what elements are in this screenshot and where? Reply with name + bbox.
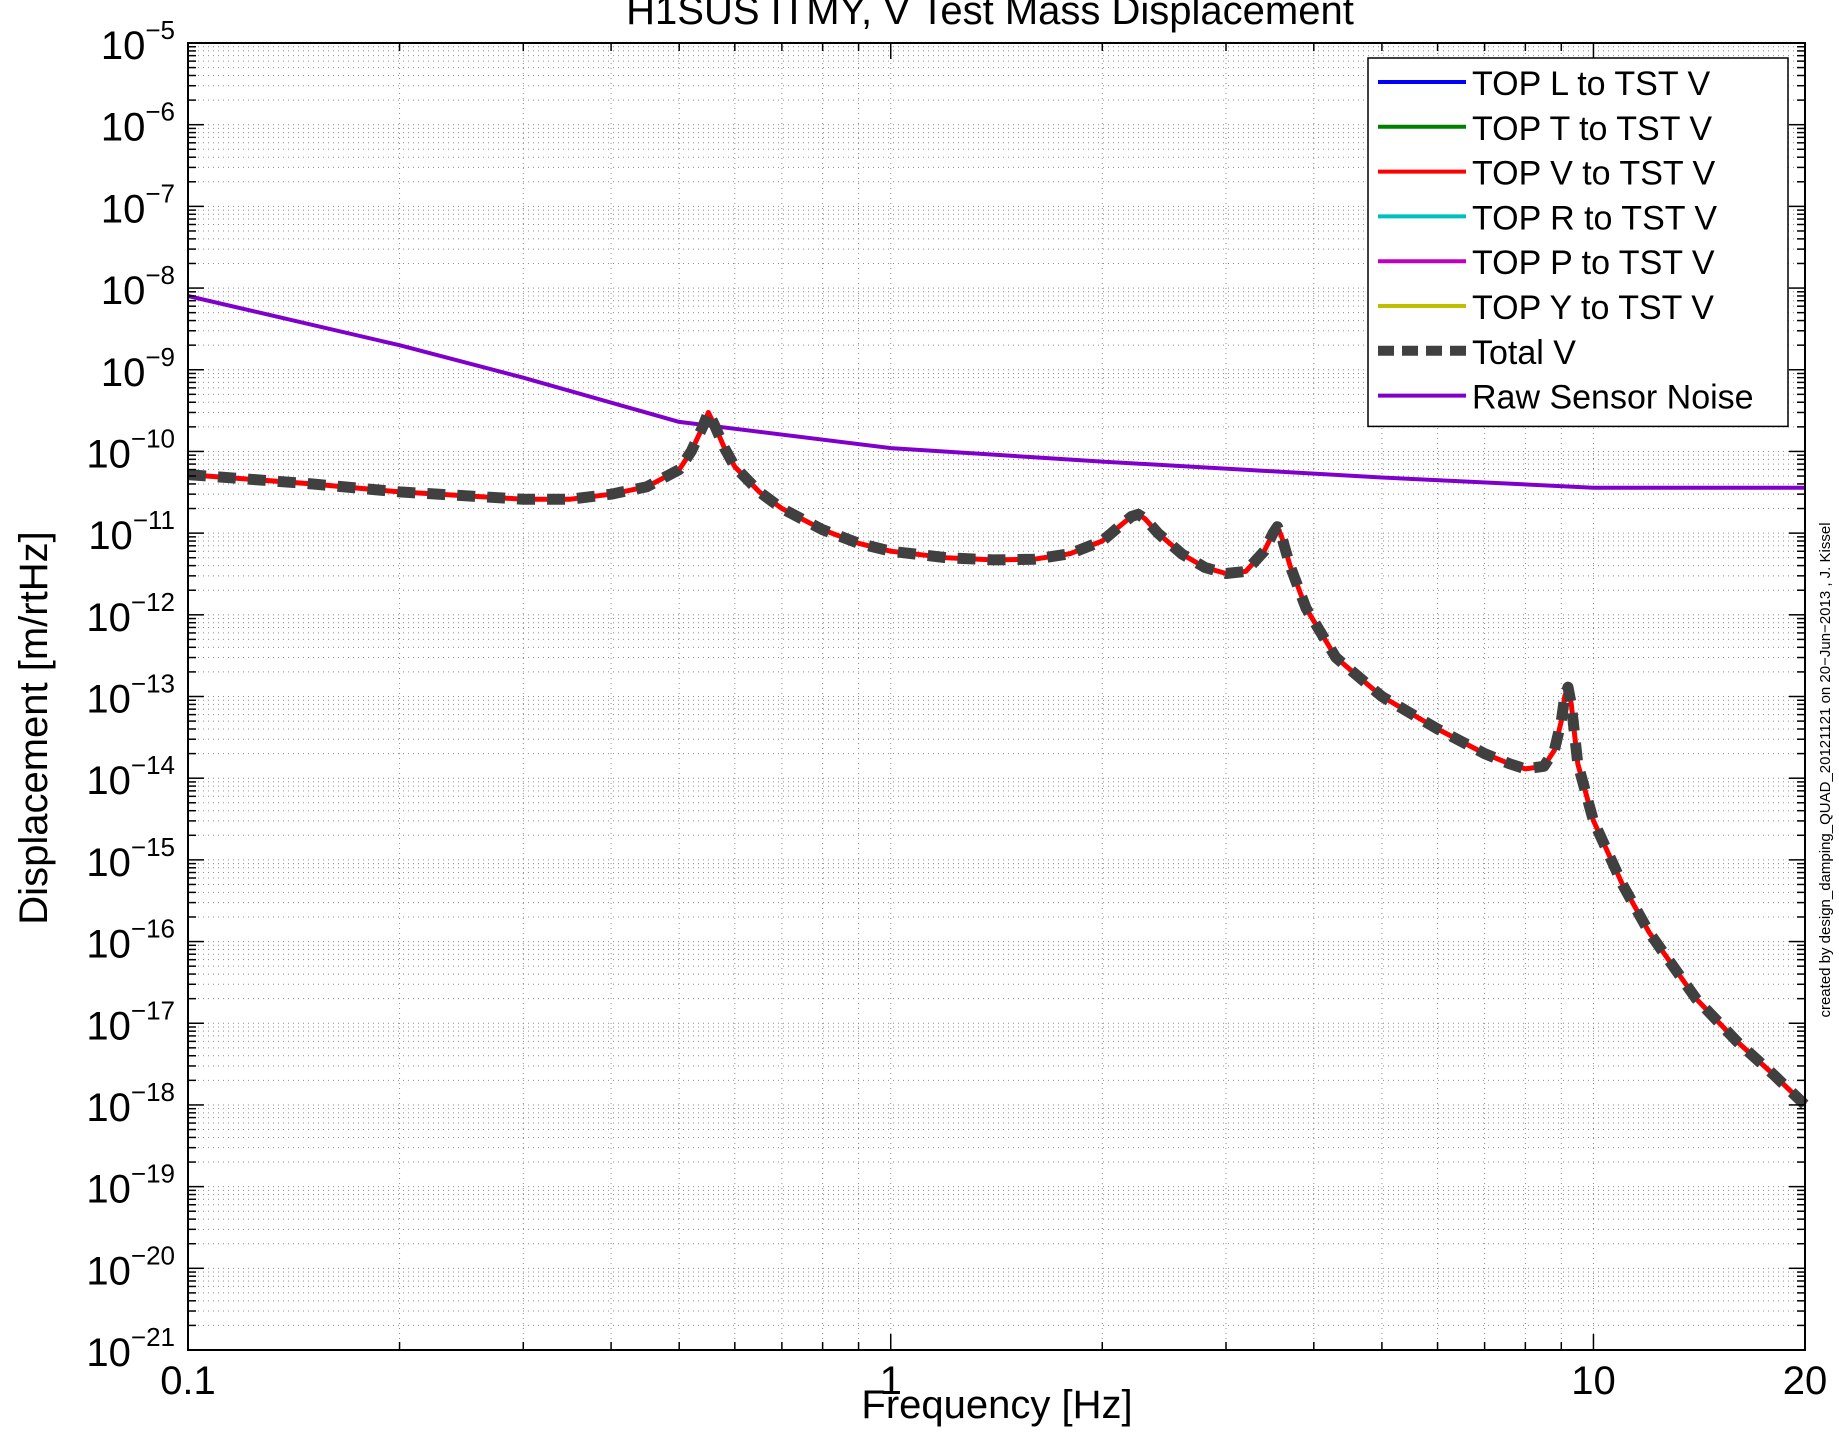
y-tick-exponent: −11 [133,505,175,535]
y-tick-label: 10−13 [86,669,175,722]
y-tick-exponent: −13 [131,669,175,699]
y-tick-exponent: −7 [145,178,175,208]
legend-label: TOP P to TST V [1472,244,1715,282]
y-tick-label: 10−5 [101,15,175,68]
x-tick-label: 20 [1783,1359,1828,1403]
y-tick-exponent: −15 [131,832,175,862]
y-tick-base: 10 [88,514,133,558]
side-annotation: created by design_damping_QUAD_20121121 … [1817,522,1834,1017]
y-tick-base: 10 [86,1331,131,1375]
chart-title: H1SUS ITMY, V Test Mass Displacement [626,0,1354,33]
legend-label: TOP L to TST V [1472,65,1710,103]
tick-labels: 0.1 1 10 2010−510−610−710−810−910−1010−1110… [86,15,1827,1403]
y-tick-exponent: −16 [131,914,175,944]
y-tick-exponent: −19 [131,1159,175,1189]
legend-label: TOP R to TST V [1472,199,1717,237]
y-tick-base: 10 [86,432,131,476]
y-tick-base: 10 [86,1004,131,1048]
y-tick-base: 10 [101,106,146,150]
y-tick-exponent: −21 [131,1322,175,1352]
legend-label: TOP T to TST V [1472,110,1712,148]
y-tick-label: 10−7 [101,178,175,231]
ticks [187,43,1806,1351]
y-tick-label: 10−20 [86,1240,175,1293]
y-tick-base: 10 [86,841,131,885]
series-layer [187,294,1809,1109]
y-tick-base: 10 [86,678,131,722]
y-tick-label: 10−15 [86,832,175,885]
y-tick-base: 10 [86,1249,131,1293]
y-tick-label: 10−8 [101,260,175,313]
y-tick-label: 10−21 [86,1322,175,1375]
y-tick-exponent: −14 [131,750,175,780]
y-tick-label: 10−9 [101,342,175,395]
x-tick-label: 0.1 [160,1359,216,1403]
legend-label: TOP Y to TST V [1472,289,1714,327]
legend-label: TOP V to TST V [1472,155,1715,193]
legend-label: Total V [1472,334,1576,372]
y-tick-label: 10−14 [86,750,175,803]
y-tick-base: 10 [86,1086,131,1130]
series-line-total-v [187,407,1809,1109]
y-tick-base: 10 [86,596,131,640]
y-tick-label: 10−12 [86,587,175,640]
y-tick-exponent: −9 [145,342,175,372]
y-tick-label: 10−18 [86,1077,175,1130]
y-tick-label: 10−11 [88,505,175,558]
y-tick-base: 10 [86,923,131,967]
y-tick-exponent: −8 [145,260,175,290]
y-tick-label: 10−6 [101,97,175,150]
y-tick-base: 10 [101,269,146,313]
y-tick-label: 10−16 [86,914,175,967]
y-axis-label: Displacement [m/rtHz] [12,531,56,924]
y-tick-label: 10−17 [86,995,175,1048]
y-tick-label: 10−10 [86,423,175,476]
series-line-raw-sensor-noise [187,294,1805,490]
y-tick-label: 10−19 [86,1159,175,1212]
y-tick-exponent: −10 [131,423,175,453]
y-tick-base: 10 [86,759,131,803]
x-axis-label: Frequency [Hz] [861,1383,1132,1427]
x-tick-label: 10 [1571,1359,1616,1403]
y-tick-exponent: −5 [145,15,175,45]
legend: TOP L to TST V TOP T to TST V TOP V to TST… [1367,57,1789,428]
y-tick-exponent: −12 [131,587,175,617]
y-tick-exponent: −18 [131,1077,175,1107]
x-tick-label: 1 [880,1359,902,1403]
y-tick-base: 10 [101,351,146,395]
y-tick-base: 10 [101,24,146,68]
y-tick-base: 10 [86,1168,131,1212]
y-tick-exponent: −6 [145,97,175,127]
y-tick-exponent: −20 [131,1240,175,1270]
y-tick-base: 10 [101,187,146,231]
legend-box [1367,57,1789,428]
y-tick-exponent: −17 [131,995,175,1025]
legend-label: Raw Sensor Noise [1472,379,1754,417]
